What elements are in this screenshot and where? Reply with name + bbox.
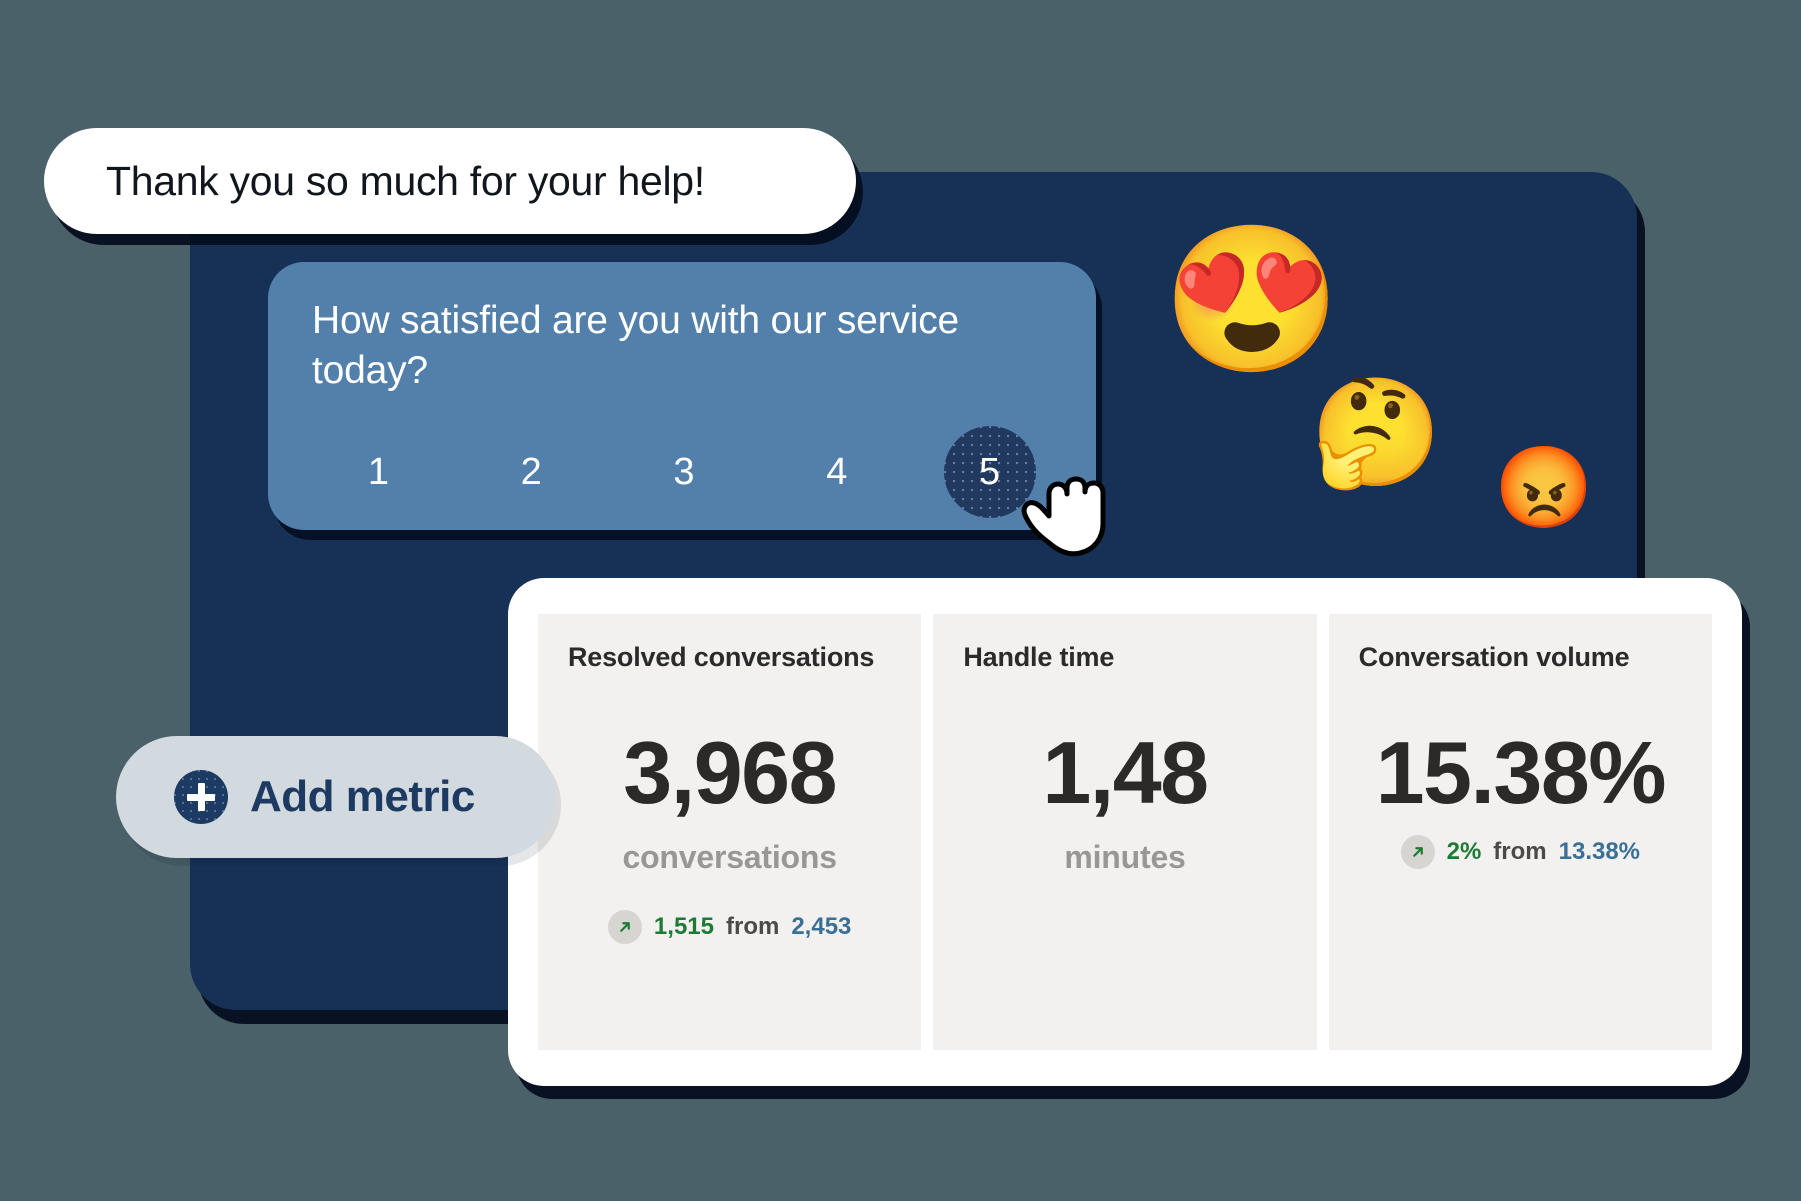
rating-option-3[interactable]: 3 xyxy=(608,424,761,520)
rating-option-4[interactable]: 4 xyxy=(760,424,913,520)
metric-value: 1,48 xyxy=(1042,723,1209,822)
metric-title: Handle time xyxy=(963,642,1115,672)
rating-option-2[interactable]: 2 xyxy=(455,424,608,520)
rating-selected-indicator xyxy=(943,426,1036,518)
add-metric-label: Add metric xyxy=(250,772,475,821)
metric-unit: conversations xyxy=(622,839,837,875)
metric-card-conversation-volume[interactable]: Conversation volume 15.38% 2% from 13.38… xyxy=(1328,614,1712,1050)
rating-option-label: 4 xyxy=(826,451,848,493)
rating-option-label: 2 xyxy=(520,451,542,493)
angry-face-emoji: 😡 xyxy=(1494,443,1594,532)
plus-circle-icon xyxy=(174,770,228,824)
rating-option-5[interactable]: 5 xyxy=(913,424,1066,520)
metric-delta: 1,515 from 2,453 xyxy=(568,910,891,944)
metric-value: 15.38% xyxy=(1375,723,1667,822)
metric-card-resolved-conversations[interactable]: Resolved conversations 3,968 conversatio… xyxy=(538,614,922,1050)
rating-scale: 1 2 3 4 5 xyxy=(302,424,1066,520)
rating-option-1[interactable]: 1 xyxy=(302,424,455,520)
metric-unit: minutes xyxy=(1064,839,1186,875)
metric-delta-from-label: from xyxy=(1493,838,1547,865)
metric-delta: 2% from 13.38% xyxy=(1359,835,1682,869)
rating-option-label: 3 xyxy=(673,451,695,493)
metric-card-handle-time[interactable]: Handle time 1,48 minutes xyxy=(933,614,1317,1050)
chat-message-text: Thank you so much for your help! xyxy=(106,157,705,204)
pointing-hand-cursor xyxy=(1018,468,1114,564)
chat-bubble: Thank you so much for your help! xyxy=(44,128,856,234)
metric-delta-previous: 13.38% xyxy=(1558,838,1641,865)
metric-delta-from-label: from xyxy=(725,913,780,940)
thinking-face-emoji: 🤔 xyxy=(1310,374,1442,492)
rating-option-label: 1 xyxy=(367,451,389,493)
metric-delta-change: 2% xyxy=(1446,838,1482,865)
survey-card: How satisfied are you with our service t… xyxy=(268,262,1096,530)
metric-value: 3,968 xyxy=(623,723,837,822)
smiling-face-with-hearts-emoji: 😍 xyxy=(1162,219,1342,380)
metrics-panel: Resolved conversations 3,968 conversatio… xyxy=(508,578,1742,1086)
metric-title: Resolved conversations xyxy=(568,642,875,672)
rating-option-label: 5 xyxy=(979,451,1001,493)
survey-question-text: How satisfied are you with our service t… xyxy=(312,299,960,392)
metric-delta-previous: 2,453 xyxy=(791,913,852,940)
metric-title: Conversation volume xyxy=(1358,642,1630,672)
metric-delta-change: 1,515 xyxy=(653,913,714,940)
arrow-up-right-icon xyxy=(607,910,642,944)
arrow-up-right-icon xyxy=(1400,835,1435,869)
add-metric-button[interactable]: Add metric xyxy=(116,736,556,858)
